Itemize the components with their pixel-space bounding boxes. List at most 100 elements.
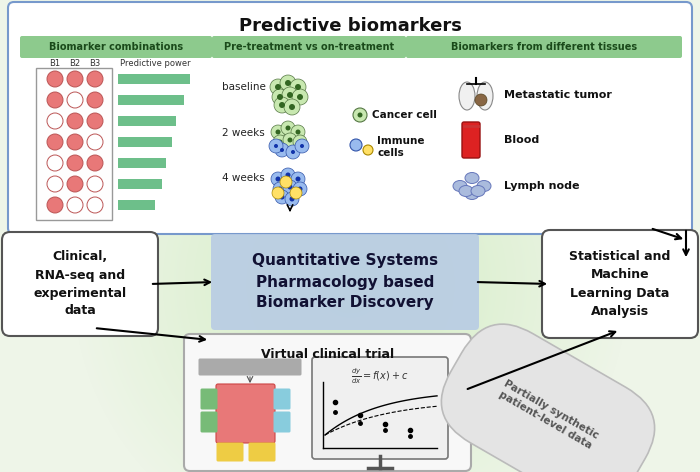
Circle shape xyxy=(67,155,83,171)
Circle shape xyxy=(295,129,300,135)
Circle shape xyxy=(291,172,305,186)
Text: Cancer cell: Cancer cell xyxy=(372,110,437,120)
Circle shape xyxy=(271,172,285,186)
Text: Clinical,
RNA-seq and
experimental
data: Clinical, RNA-seq and experimental data xyxy=(34,251,127,318)
Circle shape xyxy=(295,177,300,182)
Ellipse shape xyxy=(477,82,493,110)
Circle shape xyxy=(285,80,291,86)
Text: $\frac{dy}{dx} = f(x) + c$: $\frac{dy}{dx} = f(x) + c$ xyxy=(351,366,409,386)
Circle shape xyxy=(287,92,293,98)
Ellipse shape xyxy=(459,185,473,196)
FancyBboxPatch shape xyxy=(211,234,479,330)
Circle shape xyxy=(286,145,300,159)
Text: Pre-treatment vs on-treatment: Pre-treatment vs on-treatment xyxy=(224,42,394,52)
Circle shape xyxy=(300,144,304,148)
FancyBboxPatch shape xyxy=(200,388,218,410)
Circle shape xyxy=(281,168,295,182)
Circle shape xyxy=(286,172,290,177)
FancyBboxPatch shape xyxy=(2,232,158,336)
Circle shape xyxy=(67,176,83,192)
Ellipse shape xyxy=(465,188,479,200)
Circle shape xyxy=(290,196,295,202)
Circle shape xyxy=(87,155,103,171)
FancyBboxPatch shape xyxy=(216,384,275,443)
Circle shape xyxy=(47,71,63,87)
Circle shape xyxy=(288,185,293,189)
Circle shape xyxy=(273,182,287,196)
Circle shape xyxy=(87,176,103,192)
Text: baseline: baseline xyxy=(222,82,266,92)
Text: Biomarker combinations: Biomarker combinations xyxy=(49,42,183,52)
FancyBboxPatch shape xyxy=(20,36,212,58)
FancyBboxPatch shape xyxy=(118,74,190,84)
Circle shape xyxy=(87,197,103,213)
Circle shape xyxy=(272,187,284,199)
Circle shape xyxy=(297,94,303,100)
Circle shape xyxy=(47,113,63,129)
Text: Lymph node: Lymph node xyxy=(504,181,580,191)
FancyBboxPatch shape xyxy=(8,2,692,234)
Circle shape xyxy=(87,71,103,87)
Circle shape xyxy=(280,75,296,91)
Circle shape xyxy=(67,92,83,108)
Text: Biomarkers from different tissues: Biomarkers from different tissues xyxy=(451,42,637,52)
Circle shape xyxy=(275,190,289,204)
Circle shape xyxy=(284,99,300,115)
Circle shape xyxy=(280,176,292,188)
Circle shape xyxy=(290,79,306,95)
FancyBboxPatch shape xyxy=(274,388,290,410)
FancyBboxPatch shape xyxy=(542,230,698,338)
Text: 4 weeks: 4 weeks xyxy=(222,173,265,183)
FancyBboxPatch shape xyxy=(216,443,244,462)
Text: 2 weeks: 2 weeks xyxy=(222,128,265,138)
Ellipse shape xyxy=(465,172,479,184)
Circle shape xyxy=(290,187,302,199)
Circle shape xyxy=(271,125,285,139)
FancyBboxPatch shape xyxy=(200,412,218,432)
Circle shape xyxy=(275,143,289,157)
Circle shape xyxy=(295,84,301,90)
Circle shape xyxy=(298,186,302,192)
Circle shape xyxy=(283,180,297,194)
Circle shape xyxy=(87,113,103,129)
Circle shape xyxy=(269,139,283,153)
FancyBboxPatch shape xyxy=(199,359,302,376)
Circle shape xyxy=(67,134,83,150)
Text: Immune
cells: Immune cells xyxy=(377,136,424,158)
FancyBboxPatch shape xyxy=(36,68,112,220)
Text: Blood: Blood xyxy=(504,135,539,145)
Circle shape xyxy=(292,89,308,105)
FancyBboxPatch shape xyxy=(118,137,172,147)
Ellipse shape xyxy=(477,180,491,192)
Circle shape xyxy=(67,197,83,213)
FancyBboxPatch shape xyxy=(406,36,682,58)
Circle shape xyxy=(47,92,63,108)
FancyBboxPatch shape xyxy=(274,412,290,432)
Circle shape xyxy=(295,139,309,153)
Circle shape xyxy=(293,135,307,149)
Circle shape xyxy=(298,140,302,144)
FancyBboxPatch shape xyxy=(118,116,176,126)
FancyBboxPatch shape xyxy=(118,158,167,168)
Ellipse shape xyxy=(453,180,467,192)
Circle shape xyxy=(293,182,307,196)
Circle shape xyxy=(276,129,281,135)
Circle shape xyxy=(363,145,373,155)
Circle shape xyxy=(47,197,63,213)
Circle shape xyxy=(277,140,283,144)
FancyBboxPatch shape xyxy=(248,443,276,462)
Ellipse shape xyxy=(471,185,485,196)
Circle shape xyxy=(280,148,284,152)
Circle shape xyxy=(288,137,293,143)
FancyBboxPatch shape xyxy=(118,200,155,210)
FancyBboxPatch shape xyxy=(118,95,184,105)
Text: Metastatic tumor: Metastatic tumor xyxy=(504,90,612,100)
Circle shape xyxy=(283,133,297,147)
Text: Statistical and
Machine
Learning Data
Analysis: Statistical and Machine Learning Data An… xyxy=(569,251,671,318)
FancyBboxPatch shape xyxy=(462,122,480,158)
Circle shape xyxy=(277,94,283,100)
Circle shape xyxy=(353,108,367,122)
Circle shape xyxy=(358,112,363,118)
Circle shape xyxy=(274,97,290,113)
Text: B1: B1 xyxy=(50,59,61,67)
